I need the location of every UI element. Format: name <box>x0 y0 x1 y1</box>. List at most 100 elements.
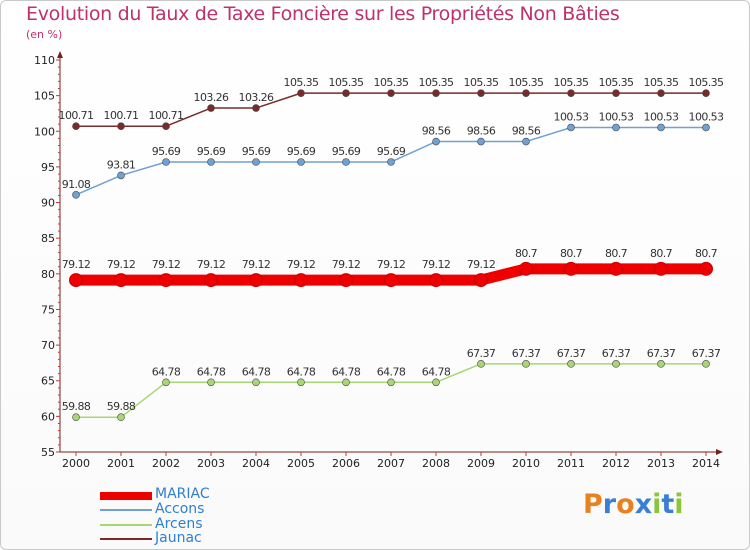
data-label-mariac: 79.12 <box>107 258 136 271</box>
y-tick-label: 80 <box>41 268 55 281</box>
data-label-arcens: 67.37 <box>557 347 586 360</box>
x-tick-label: 2012 <box>602 457 630 470</box>
x-tick-label: 2003 <box>197 457 225 470</box>
logo-letter: o <box>616 489 635 520</box>
data-point-jaunac <box>117 122 125 131</box>
logo-letter: r <box>602 489 617 520</box>
data-point-mariac <box>294 273 308 288</box>
data-point-arcens <box>657 360 665 368</box>
data-point-jaunac <box>432 89 440 97</box>
data-point-jaunac <box>297 89 305 97</box>
y-tick-label: 105 <box>34 90 55 103</box>
data-label-jaunac: 105.35 <box>374 76 409 89</box>
data-point-jaunac <box>702 89 710 97</box>
data-point-mariac <box>564 261 578 276</box>
data-label-accons: 95.69 <box>332 145 361 158</box>
y-tick-label: 60 <box>41 410 55 423</box>
y-tick-label: 55 <box>41 446 55 459</box>
x-tick-label: 2000 <box>62 457 90 470</box>
x-tick-label: 2002 <box>152 457 180 470</box>
y-axis-unit-label: (en %) <box>26 28 63 41</box>
x-tick-label: 2009 <box>467 457 495 470</box>
data-label-accons: 98.56 <box>467 125 496 138</box>
legend-label-mariac: MARIAC <box>155 486 210 502</box>
data-point-accons <box>477 137 485 146</box>
x-tick-label: 2014 <box>692 457 720 470</box>
data-label-accons: 100.53 <box>644 110 679 123</box>
data-point-arcens <box>702 360 710 368</box>
data-point-mariac <box>609 261 623 276</box>
data-label-jaunac: 100.71 <box>149 109 184 122</box>
data-point-mariac <box>474 273 488 288</box>
data-point-accons <box>387 158 395 166</box>
data-label-arcens: 59.88 <box>62 400 91 413</box>
data-point-accons <box>432 137 440 146</box>
data-label-mariac: 79.12 <box>62 258 91 271</box>
data-label-arcens: 67.37 <box>692 347 721 360</box>
data-point-accons <box>342 158 350 166</box>
x-tick-label: 2013 <box>647 457 675 470</box>
axes: 55 60 65 70 75 80 85 90 95 100 105 110 2000 2001 2002 2… <box>34 51 723 470</box>
data-point-mariac <box>69 273 83 288</box>
data-point-jaunac <box>657 89 665 97</box>
series-mariac: 79.12 79.12 79.12 79.12 79.12 79.12 79.12 79.12… <box>62 247 718 288</box>
y-tick-label: 95 <box>41 161 55 174</box>
chart-title: Evolution du Taux de Taxe Foncière sur l… <box>26 3 620 25</box>
legend-swatch-jaunac <box>100 538 152 540</box>
data-label-accons: 95.69 <box>197 145 226 158</box>
legend-swatch-mariac <box>100 492 152 500</box>
data-point-arcens <box>612 360 620 368</box>
logo-letter: P <box>583 489 603 520</box>
y-tick-label: 70 <box>41 339 55 352</box>
data-point-accons <box>522 137 530 146</box>
data-label-arcens: 59.88 <box>107 400 136 413</box>
x-tick-label: 2004 <box>242 457 270 470</box>
legend-label-accons: Accons <box>155 501 205 517</box>
series-arcens: 59.88 59.88 64.78 64.78 64.78 64.78 64.78 64.78… <box>62 347 721 422</box>
data-label-arcens: 67.37 <box>647 347 676 360</box>
data-label-mariac: 79.12 <box>467 258 496 271</box>
data-label-arcens: 67.37 <box>512 347 541 360</box>
data-point-arcens <box>162 378 170 387</box>
data-point-arcens <box>117 413 125 422</box>
data-label-accons: 100.53 <box>554 110 589 123</box>
data-point-accons <box>72 191 80 199</box>
data-point-accons <box>567 123 575 132</box>
data-label-accons: 91.08 <box>62 178 91 191</box>
data-label-arcens: 64.78 <box>377 365 406 378</box>
data-label-arcens: 64.78 <box>422 365 451 378</box>
logo-letter: i <box>652 489 662 520</box>
proxiti-logo: Proxiti <box>583 489 684 520</box>
data-point-accons <box>702 123 710 132</box>
data-label-mariac: 79.12 <box>377 258 406 271</box>
y-tick-label: 100 <box>34 125 55 138</box>
data-label-jaunac: 100.71 <box>104 109 139 122</box>
data-label-jaunac: 105.35 <box>599 76 634 89</box>
data-point-jaunac <box>342 89 350 97</box>
data-label-jaunac: 105.35 <box>284 76 319 89</box>
data-point-jaunac <box>72 122 80 131</box>
series-jaunac: 100.71 100.71 100.71 103.26 103.26 105.35 105.… <box>59 76 725 131</box>
series-accons: 91.08 93.81 95.69 95.69 95.69 95.69 95.69 95.69… <box>62 110 725 199</box>
data-label-jaunac: 105.35 <box>329 76 364 89</box>
data-label-mariac: 80.7 <box>605 247 628 260</box>
data-label-mariac: 80.7 <box>695 247 718 260</box>
data-label-accons: 98.56 <box>512 125 541 138</box>
data-label-jaunac: 105.35 <box>644 76 679 89</box>
data-point-accons <box>612 123 620 132</box>
data-point-mariac <box>114 273 128 288</box>
data-label-mariac: 79.12 <box>287 258 316 271</box>
data-point-arcens <box>477 360 485 368</box>
data-point-arcens <box>432 378 440 387</box>
x-tick-label: 2011 <box>557 457 585 470</box>
data-point-arcens <box>207 378 215 387</box>
x-tick-label: 2010 <box>512 457 540 470</box>
data-point-jaunac <box>477 89 485 97</box>
x-tick-label: 2006 <box>332 457 360 470</box>
data-point-arcens <box>297 378 305 387</box>
data-point-jaunac <box>252 104 260 112</box>
data-label-jaunac: 103.26 <box>239 91 274 104</box>
data-label-accons: 100.53 <box>689 110 724 123</box>
data-label-mariac: 80.7 <box>650 247 673 260</box>
series-layer: 100.71 100.71 100.71 103.26 103.26 105.35 105.… <box>59 76 725 422</box>
